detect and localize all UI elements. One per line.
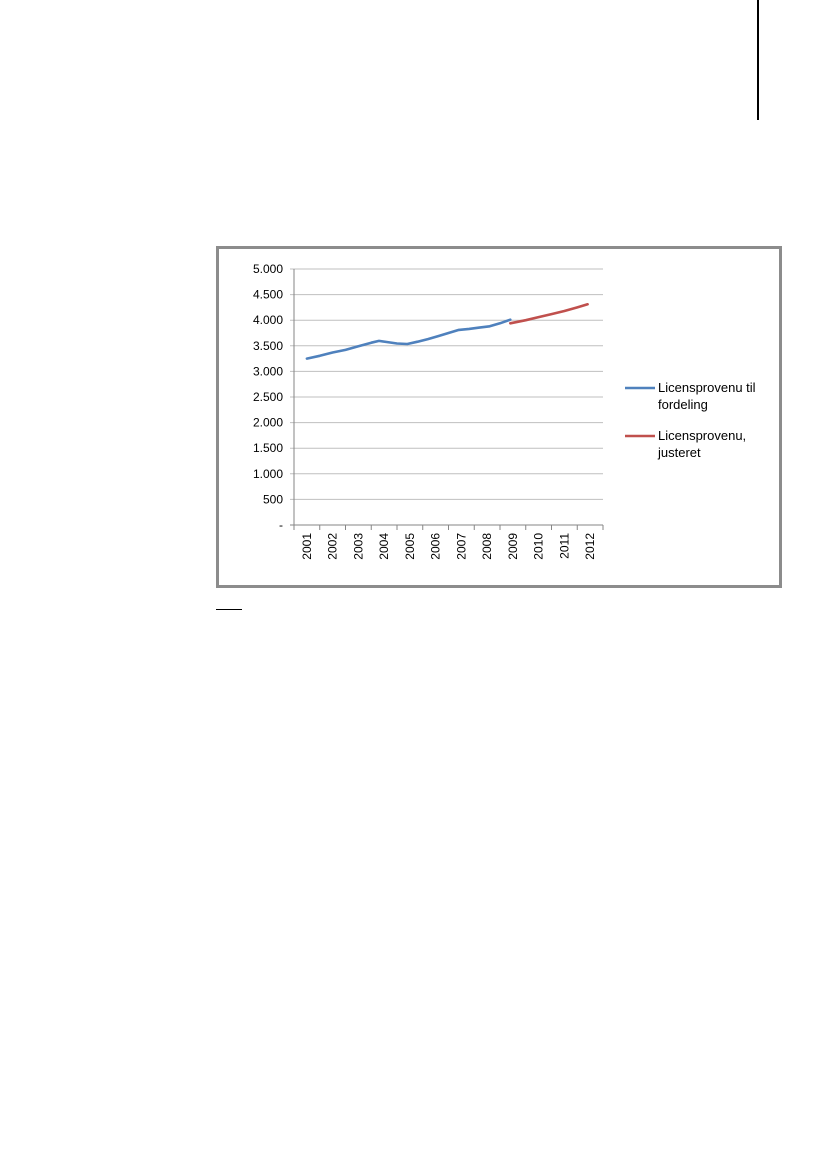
legend: Licensprovenu til fordeling Licensprovenu,… [625, 380, 756, 460]
y-tick-label: 2.500 [253, 390, 283, 404]
x-axis: 2001 2002 2003 2004 2005 2006 2007 2008 2009 2010… [293, 525, 604, 560]
y-tick-label: 5.000 [253, 262, 283, 276]
footnote-rule [216, 609, 242, 610]
x-tick-label: 2004 [377, 533, 391, 560]
y-tick-label: 3.000 [253, 364, 283, 378]
y-tick-label: 3.500 [253, 339, 283, 353]
x-tick-label: 2010 [532, 533, 546, 560]
x-tick-label: 2008 [480, 533, 494, 560]
y-axis: 5.000 4.500 4.000 3.500 3.000 2.500 2.000 1.500… [253, 262, 295, 532]
x-tick-label: 2006 [429, 533, 443, 560]
x-tick-label: 2005 [403, 533, 417, 560]
x-tick-label: 2007 [454, 533, 468, 560]
y-tick-label: 4.000 [253, 313, 283, 327]
y-tick-label: 1.500 [253, 441, 283, 455]
x-tick-label: 2003 [351, 533, 365, 560]
y-tick-label: 500 [263, 492, 283, 506]
y-tick-label: - [279, 518, 283, 532]
x-tick-label: 2011 [557, 533, 571, 559]
y-tick-label: 2.000 [253, 416, 283, 430]
series-lines [305, 303, 589, 360]
x-tick-label: 2009 [506, 533, 520, 560]
x-tick-label: 2002 [326, 533, 340, 560]
y-tick-label: 4.500 [253, 288, 283, 302]
line-chart: 5.000 4.500 4.000 3.500 3.000 2.500 2.000 1.500… [253, 262, 756, 560]
chart-frame: 5.000 4.500 4.000 3.500 3.000 2.500 2.000 1.500… [216, 246, 782, 588]
series-line-1 [305, 318, 512, 360]
page-margin-rule [757, 0, 759, 120]
x-tick-label: 2012 [583, 533, 597, 560]
y-tick-label: 1.000 [253, 467, 283, 481]
series-line-2 [509, 303, 589, 325]
legend-label-1: Licensprovenu til fordeling [658, 380, 756, 412]
x-tick-label: 2001 [300, 533, 314, 560]
gridlines [290, 268, 603, 526]
legend-label-2: Licensprovenu, justeret [657, 428, 746, 460]
